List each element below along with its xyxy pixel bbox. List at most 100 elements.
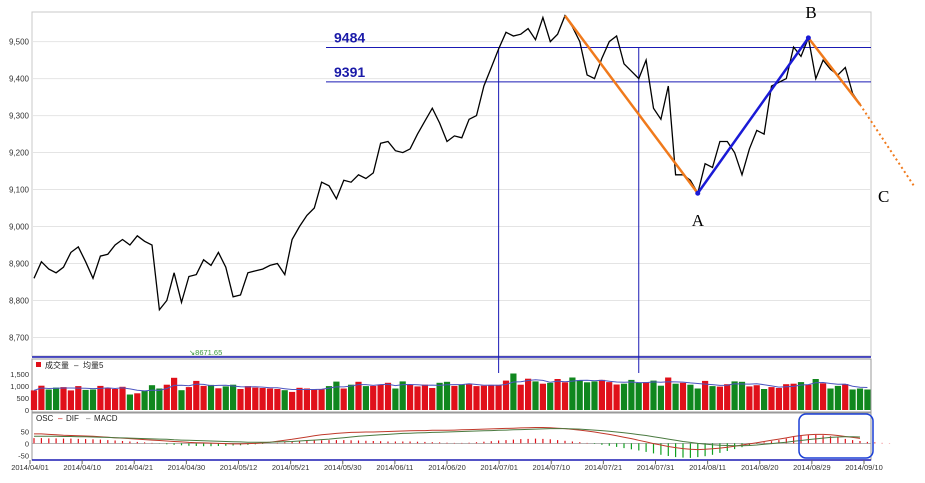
date-tick-label: 2014/05/30 <box>324 463 362 472</box>
macd-signal-line <box>34 428 861 447</box>
point-a-marker <box>695 190 701 196</box>
date-tick-label: 2014/07/01 <box>480 463 518 472</box>
price-tick-label: 9,100 <box>9 186 30 195</box>
volume-bar <box>384 382 392 410</box>
volume-bar <box>215 388 222 410</box>
volume-bar <box>643 382 650 410</box>
price-panel-frame <box>31 11 872 357</box>
downtrend-line-peak-to-a <box>563 14 699 194</box>
volume-bar <box>510 373 517 410</box>
volume-bar <box>665 377 672 410</box>
volume-bar <box>584 382 591 410</box>
volume-bar <box>650 380 657 410</box>
date-tick-label: 2014/06/20 <box>428 463 466 472</box>
volume-bar <box>112 389 119 410</box>
price-line <box>33 14 861 312</box>
volume-bar <box>679 382 687 410</box>
volume-bar <box>849 389 856 410</box>
volume-bar <box>790 383 797 410</box>
volume-bar <box>97 385 104 410</box>
macd-dif-line <box>34 427 861 451</box>
volume-bar <box>362 386 369 410</box>
volume-panel: 成交量 – 均量5 1,500 1,000 500 0 <box>10 360 871 415</box>
volume-bar <box>429 388 436 410</box>
volume-bar <box>620 383 628 410</box>
resistance-line-label: 9484 <box>334 30 365 46</box>
price-gridlines <box>32 41 871 339</box>
date-tick-label: 2014/08/20 <box>741 463 779 472</box>
volume-bar <box>274 389 281 410</box>
date-tick-label: 2014/04/21 <box>115 463 153 472</box>
volume-bar <box>207 384 215 410</box>
volume-bar <box>775 388 782 410</box>
trend-point-label-c: C <box>878 187 889 206</box>
volume-bar <box>303 388 310 410</box>
date-axis: 2014/04/01 2014/04/10 2014/04/21 2014/04/30… <box>11 460 883 472</box>
volume-bar <box>613 384 620 410</box>
volume-bar <box>716 386 723 410</box>
volume-bar <box>554 379 561 410</box>
volume-bar <box>281 390 288 410</box>
volume-bar <box>820 383 827 410</box>
date-tick-label: 2014/09/10 <box>845 463 883 472</box>
volume-tick-label: 0 <box>25 406 29 415</box>
volume-tick-label: 1,000 <box>10 382 29 391</box>
trend-point-labels: A B C ↘8671.65 <box>189 3 889 357</box>
volume-bar <box>561 382 569 410</box>
macd-legend-osc: OSC <box>36 414 54 423</box>
date-tick-label: 2014/06/11 <box>376 463 413 472</box>
volume-legend-dash: – <box>74 361 79 370</box>
volume-bar <box>842 384 849 410</box>
volume-bar <box>325 386 333 410</box>
volume-bar <box>458 384 465 410</box>
volume-bar <box>480 385 487 410</box>
price-tick-label: 8,900 <box>9 260 30 269</box>
volume-legend-swatch <box>36 362 41 367</box>
highlight-box <box>798 413 874 459</box>
volume-bar <box>805 384 812 410</box>
volume-bar <box>126 394 133 410</box>
volume-bar <box>864 389 871 410</box>
volume-bar <box>724 384 731 410</box>
volume-bar <box>502 380 510 410</box>
date-tick-label: 2014/05/21 <box>272 463 310 472</box>
volume-bar <box>104 388 111 410</box>
volume-bar <box>797 382 805 410</box>
volume-bar <box>488 385 495 410</box>
volume-bar <box>45 389 52 410</box>
projected-downtrend-line <box>859 103 915 187</box>
volume-bar <box>141 390 148 410</box>
volume-bar <box>377 384 384 410</box>
volume-bar <box>237 389 244 410</box>
volume-bar <box>53 387 60 410</box>
volume-ma-legend-label: 均量5 <box>83 360 104 370</box>
date-tick-label: 2014/04/01 <box>11 463 49 472</box>
volume-bar <box>687 384 694 410</box>
price-series <box>33 14 861 312</box>
volume-bar <box>222 386 229 410</box>
volume-ma-line <box>33 379 868 392</box>
volume-bar <box>392 388 399 410</box>
volume-bar <box>60 387 67 410</box>
volume-bar <box>436 382 443 410</box>
volume-bar <box>119 386 126 410</box>
price-tick-label: 9,000 <box>9 223 30 232</box>
volume-bar <box>812 379 819 410</box>
date-tick-label: 2014/07/10 <box>532 463 570 472</box>
macd-tick-label: -50 <box>18 451 29 460</box>
volume-bar <box>598 379 605 410</box>
volume-bar <box>783 384 790 410</box>
volume-bar <box>517 384 524 410</box>
volume-bar <box>171 377 178 410</box>
volume-bar <box>134 393 141 410</box>
volume-bar <box>185 387 192 410</box>
volume-bar <box>252 387 259 410</box>
point-b-marker <box>805 35 811 41</box>
volume-bar <box>75 386 82 410</box>
volume-bar <box>539 383 546 410</box>
volume-bar <box>672 383 679 410</box>
volume-bar <box>547 382 554 410</box>
downtrend-line-b <box>807 37 861 106</box>
volume-bar <box>414 386 421 410</box>
